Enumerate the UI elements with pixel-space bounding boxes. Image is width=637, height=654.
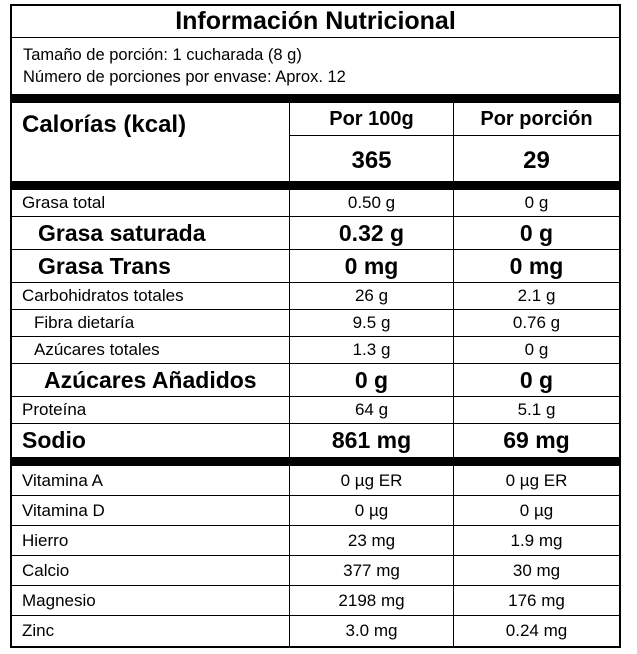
- micronutrient-per100: 3.0 mg: [289, 616, 453, 646]
- micronutrient-name: Calcio: [22, 560, 70, 580]
- calories-row: Calorías (kcal) Por 100g 365 Por porción…: [12, 103, 619, 181]
- per-100g-column: Por 100g 365: [289, 103, 453, 181]
- micronutrient-name: Magnesio: [22, 590, 96, 610]
- micronutrient-row-zinc: Zinc 3.0 mg 0.24 mg: [12, 616, 619, 646]
- nutrient-per100: 0.50 g: [289, 190, 453, 216]
- thick-divider: [12, 94, 619, 103]
- micronutrient-row-hierro: Hierro 23 mg 1.9 mg: [12, 526, 619, 556]
- nutrient-row-sodio: Sodio 861 mg 69 mg: [12, 424, 619, 457]
- nutrient-name: Proteína: [22, 400, 87, 419]
- thick-divider: [12, 181, 619, 190]
- nutrient-name: Azúcares totales: [34, 340, 160, 359]
- nutrient-row-grasa-saturada: Grasa saturada 0.32 g 0 g: [12, 217, 619, 250]
- micronutrient-name: Hierro: [22, 530, 69, 550]
- micronutrient-per100: 23 mg: [289, 526, 453, 555]
- per-100g-header: Por 100g: [290, 103, 453, 136]
- nutrient-name: Fibra dietaría: [34, 313, 135, 332]
- nutrient-portion: 0 g: [453, 190, 619, 216]
- nutrient-per100: 0 g: [289, 364, 453, 396]
- label-title: Información Nutricional: [12, 6, 619, 38]
- micronutrient-per100: 0 µg: [289, 496, 453, 525]
- nutrient-row-grasa-trans: Grasa Trans 0 mg 0 mg: [12, 250, 619, 283]
- micronutrient-row-vitamina-d: Vitamina D 0 µg 0 µg: [12, 496, 619, 526]
- nutrient-row-azucares-totales: Azúcares totales 1.3 g 0 g: [12, 337, 619, 364]
- micronutrient-name: Vitamina D: [22, 500, 105, 520]
- nutrient-name: Azúcares Añadidos: [44, 366, 257, 393]
- micronutrient-row-vitamina-a: Vitamina A 0 µg ER 0 µg ER: [12, 466, 619, 496]
- nutrient-name: Grasa Trans: [38, 252, 171, 279]
- micronutrient-portion: 0 µg ER: [453, 466, 619, 495]
- nutrient-row-azucares-anadidos: Azúcares Añadidos 0 g 0 g: [12, 364, 619, 397]
- micronutrient-portion: 1.9 mg: [453, 526, 619, 555]
- nutrient-portion: 0 g: [453, 337, 619, 363]
- nutrient-per100: 1.3 g: [289, 337, 453, 363]
- nutrient-row-carbohidratos: Carbohidratos totales 26 g 2.1 g: [12, 283, 619, 310]
- nutrient-name: Grasa saturada: [38, 219, 206, 246]
- nutrient-per100: 861 mg: [289, 424, 453, 457]
- nutrient-per100: 9.5 g: [289, 310, 453, 336]
- micronutrient-per100: 0 µg ER: [289, 466, 453, 495]
- nutrient-portion: 2.1 g: [453, 283, 619, 309]
- nutrient-portion: 0 mg: [453, 250, 619, 282]
- portion-info: Tamaño de porción: 1 cucharada (8 g) Núm…: [12, 38, 619, 94]
- micronutrient-name: Vitamina A: [22, 470, 103, 490]
- portions-per-container: Número de porciones por envase: Aprox. 1…: [23, 68, 346, 86]
- calories-label: Calorías (kcal): [22, 111, 187, 138]
- per-portion-header: Por porción: [454, 103, 619, 136]
- nutrient-portion: 0 g: [453, 217, 619, 249]
- nutrient-portion: 69 mg: [453, 424, 619, 457]
- micronutrient-row-magnesio: Magnesio 2198 mg 176 mg: [12, 586, 619, 616]
- nutrient-per100: 26 g: [289, 283, 453, 309]
- micronutrient-per100: 2198 mg: [289, 586, 453, 615]
- nutrient-row-grasa-total: Grasa total 0.50 g 0 g: [12, 190, 619, 217]
- micronutrient-portion: 176 mg: [453, 586, 619, 615]
- nutrient-portion: 0 g: [453, 364, 619, 396]
- nutrient-name: Carbohidratos totales: [22, 286, 184, 305]
- per-portion-column: Por porción 29: [453, 103, 619, 181]
- nutrient-row-proteina: Proteína 64 g 5.1 g: [12, 397, 619, 424]
- nutrient-portion: 5.1 g: [453, 397, 619, 423]
- nutrition-facts-label: Información Nutricional Tamaño de porció…: [10, 4, 621, 648]
- nutrient-name: Grasa total: [22, 193, 106, 212]
- portion-size: Tamaño de porción: 1 cucharada (8 g): [23, 46, 302, 64]
- nutrient-name: Sodio: [22, 427, 86, 453]
- calories-per-100g: 365: [351, 146, 392, 174]
- nutrient-row-fibra: Fibra dietaría 9.5 g 0.76 g: [12, 310, 619, 337]
- nutrient-per100: 0.32 g: [289, 217, 453, 249]
- micronutrient-portion: 0 µg: [453, 496, 619, 525]
- micronutrient-portion: 0.24 mg: [453, 616, 619, 646]
- micronutrient-portion: 30 mg: [453, 556, 619, 585]
- nutrient-portion: 0.76 g: [453, 310, 619, 336]
- micronutrient-row-calcio: Calcio 377 mg 30 mg: [12, 556, 619, 586]
- thick-divider: [12, 457, 619, 466]
- nutrient-per100: 64 g: [289, 397, 453, 423]
- nutrient-per100: 0 mg: [289, 250, 453, 282]
- calories-per-portion: 29: [523, 146, 550, 174]
- micronutrient-name: Zinc: [22, 621, 55, 640]
- micronutrient-per100: 377 mg: [289, 556, 453, 585]
